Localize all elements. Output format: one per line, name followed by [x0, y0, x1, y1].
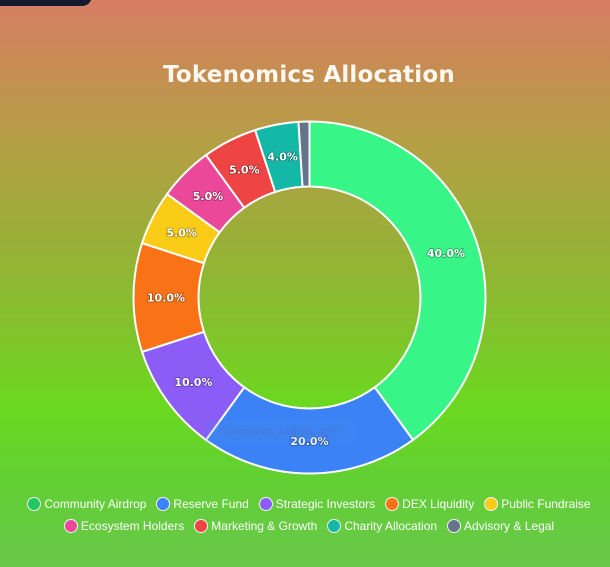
slice-value-label: 5.0% [193, 190, 224, 203]
chart-slices[interactable] [132, 120, 487, 475]
slice-value-label: 40.0% [427, 247, 465, 260]
legend-color-swatch-icon [385, 497, 400, 511]
legend-label: Ecosystem Holders [80, 519, 185, 533]
legend-label: Strategic Investors [275, 497, 376, 511]
top-nav-bar [0, 0, 92, 6]
legend-label: Marketing & Growth [211, 519, 318, 533]
legend-item-ecosystem-holders[interactable]: Ecosystem Holders [63, 519, 185, 533]
chart-slice-advisory-legal[interactable] [297, 120, 311, 188]
slice-value-label: 10.0% [174, 376, 212, 389]
legend-item-marketing-growth[interactable]: Marketing & Growth [194, 519, 317, 533]
legend-item-advisory-legal[interactable]: Advisory & Legal [447, 519, 554, 533]
legend-item-charity-allocation[interactable]: Charity Allocation [327, 519, 437, 533]
chart-slice-community-airdrop[interactable] [308, 120, 487, 442]
legend-color-swatch-icon [258, 497, 273, 511]
slice-value-label: 10.0% [147, 292, 185, 305]
legend-item-strategic-investors[interactable]: Strategic Investors [258, 497, 376, 511]
legend-color-swatch-icon [447, 519, 462, 533]
legend-row: Ecosystem Holders Marketing & Growth Chari… [0, 519, 610, 533]
slice-value-label: 5.0% [229, 164, 260, 177]
chart-title: Tokenomics Allocation [163, 62, 455, 88]
slice-value-label: 20.0% [290, 435, 328, 448]
chart-slice-reserve-fund[interactable] [204, 385, 415, 475]
legend-label: Reserve Fund [173, 497, 249, 511]
chart-tooltip: Community Airdrop: 40% [205, 421, 355, 443]
legend-color-swatch-icon [27, 497, 42, 511]
slice-value-label: 4.0% [267, 151, 298, 164]
legend-item-community-airdrop[interactable]: Community Airdrop [27, 497, 146, 511]
legend-color-swatch-icon [194, 519, 209, 533]
legend-item-public-fundraise[interactable]: Public Fundraise [484, 497, 591, 511]
legend-color-swatch-icon [327, 519, 342, 533]
legend-color-swatch-icon [63, 519, 78, 533]
chart-legend: Community Airdrop Reserve Fund Strategic I… [0, 497, 610, 533]
legend-label: Advisory & Legal [464, 519, 555, 533]
legend-label: Public Fundraise [501, 497, 591, 511]
legend-label: DEX Liquidity [402, 497, 475, 511]
legend-color-swatch-icon [484, 497, 499, 511]
legend-label: Community Airdrop [44, 497, 147, 511]
chart-slice-labels: 40.0% 20.0% 10.0% 10.0% 5.0% 5.0% 5.0% 4.0% [146, 150, 466, 449]
legend-row: Community Airdrop Reserve Fund Strategic I… [0, 497, 610, 511]
legend-label: Charity Allocation [344, 519, 438, 533]
legend-item-dex-liquidity[interactable]: DEX Liquidity [385, 497, 474, 511]
legend-item-reserve-fund[interactable]: Reserve Fund [156, 497, 249, 511]
legend-color-swatch-icon [156, 497, 171, 511]
slice-value-label: 5.0% [166, 226, 197, 239]
